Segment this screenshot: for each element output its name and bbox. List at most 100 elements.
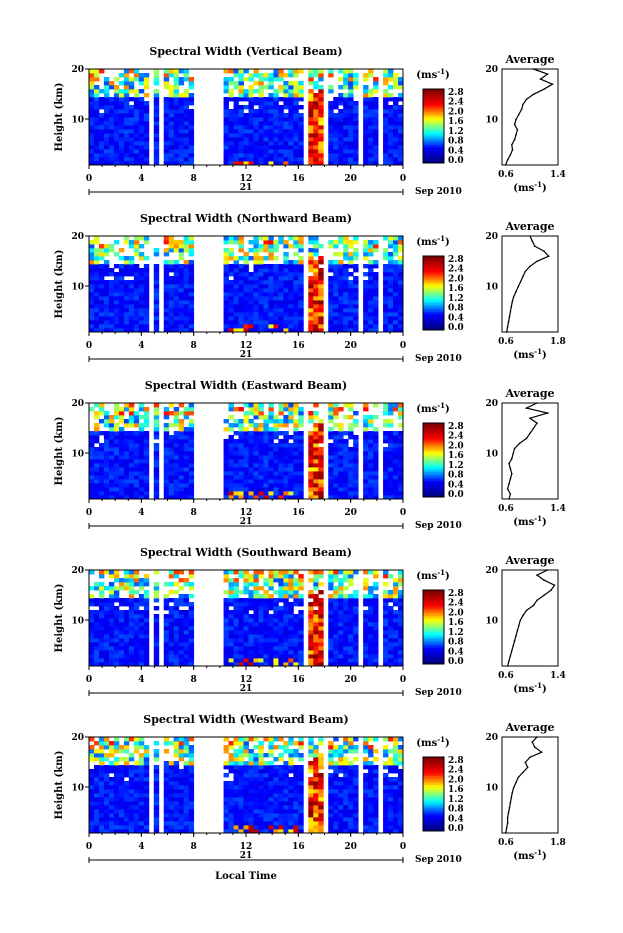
heatmap-cell — [224, 145, 229, 149]
heatmap-cell — [89, 769, 94, 773]
heatmap-cell — [174, 77, 179, 81]
heatmap-cell — [263, 419, 268, 423]
heatmap-cell — [248, 606, 253, 610]
heatmap-cell — [343, 141, 348, 145]
heatmap-cell — [99, 463, 104, 467]
heatmap-cell — [179, 244, 184, 248]
heatmap-cell — [189, 137, 194, 141]
heatmap-cell — [263, 475, 268, 479]
heatmap-cell — [129, 650, 134, 654]
heatmap-cell — [154, 423, 159, 427]
heatmap-cell — [234, 451, 239, 455]
heatmap-cell — [333, 288, 338, 292]
heatmap-cell — [229, 129, 234, 133]
heatmap-cell — [164, 248, 169, 252]
heatmap-cell — [368, 570, 373, 574]
heatmap-cell — [174, 491, 179, 495]
heatmap-cell — [139, 630, 144, 634]
heatmap-cell — [298, 292, 303, 296]
heatmap-cell — [124, 109, 129, 113]
heatmap-cell — [388, 105, 393, 109]
colorbar-label: 0.0 — [448, 323, 464, 333]
profile-point — [508, 498, 510, 500]
colorbar-swatch — [423, 291, 444, 294]
heatmap-cell — [343, 288, 348, 292]
heatmap-cell — [258, 451, 263, 455]
profile-point — [510, 311, 512, 313]
heatmap-cell — [348, 487, 353, 491]
heatmap-cell — [174, 276, 179, 280]
heatmap-cell — [333, 240, 338, 244]
heatmap-cell — [258, 133, 263, 137]
heatmap-cell — [353, 157, 358, 161]
heatmap-cell — [124, 574, 129, 578]
heatmap-cell — [104, 634, 109, 638]
heatmap-cell — [283, 435, 288, 439]
heatmap-cell — [124, 491, 129, 495]
heatmap-cell — [239, 439, 244, 443]
heatmap-cell — [239, 654, 244, 658]
heatmap-cell — [248, 153, 253, 157]
heatmap-cell — [388, 93, 393, 97]
heatmap-cell — [169, 459, 174, 463]
heatmap-cell — [278, 570, 283, 574]
heatmap-cell — [343, 614, 348, 618]
profile-point — [526, 407, 528, 409]
heatmap-cell — [368, 451, 373, 455]
heatmap-cell — [263, 614, 268, 618]
heatmap-cell — [248, 300, 253, 304]
heatmap-cell — [263, 630, 268, 634]
heatmap-cell — [338, 288, 343, 292]
heatmap-cell — [363, 626, 368, 630]
heatmap-cell — [288, 117, 293, 121]
heatmap-cell — [253, 320, 258, 324]
heatmap-cell — [298, 153, 303, 157]
heatmap-cell — [99, 809, 104, 813]
heatmap-cell — [393, 626, 398, 630]
heatmap-cell — [383, 630, 388, 634]
heatmap-cell — [179, 427, 184, 431]
heatmap-cell — [338, 443, 343, 447]
heatmap-cell — [179, 149, 184, 153]
profile-point — [536, 402, 538, 404]
heatmap-cell — [268, 272, 273, 276]
heatmap-cell — [104, 113, 109, 117]
heatmap-cell — [94, 467, 99, 471]
heatmap-cell — [328, 133, 333, 137]
heatmap-cell — [373, 606, 378, 610]
heatmap-cell — [234, 658, 239, 662]
heatmap-cell — [174, 650, 179, 654]
heatmap-cell — [234, 300, 239, 304]
heatmap-cell — [239, 153, 244, 157]
heatmap-cell — [248, 582, 253, 586]
heatmap-cell — [308, 658, 313, 662]
heatmap-cell — [154, 93, 159, 97]
heatmap-cell — [343, 69, 348, 73]
heatmap-cell — [363, 240, 368, 244]
profile-point — [536, 422, 538, 424]
colorbar-swatch — [423, 121, 444, 124]
heatmap-cell — [174, 431, 179, 435]
heatmap-cell — [363, 244, 368, 248]
heatmap-cell — [244, 157, 249, 161]
heatmap-cell — [229, 264, 234, 268]
colorbar-swatch — [423, 126, 444, 129]
heatmap-cell — [129, 590, 134, 594]
heatmap-cell — [89, 467, 94, 471]
heatmap-cell — [383, 654, 388, 658]
heatmap-cell — [164, 85, 169, 89]
heatmap-cell — [114, 618, 119, 622]
heatmap-cell — [114, 789, 119, 793]
heatmap-cell — [293, 491, 298, 495]
heatmap-cell — [94, 614, 99, 618]
heatmap-cell — [368, 467, 373, 471]
heatmap-cell — [288, 304, 293, 308]
heatmap-cell — [293, 483, 298, 487]
heatmap-cell — [383, 300, 388, 304]
heatmap-cell — [229, 117, 234, 121]
heatmap-cell — [318, 654, 323, 658]
heatmap-cell — [308, 284, 313, 288]
heatmap-cell — [288, 312, 293, 316]
heatmap-cell — [164, 626, 169, 630]
